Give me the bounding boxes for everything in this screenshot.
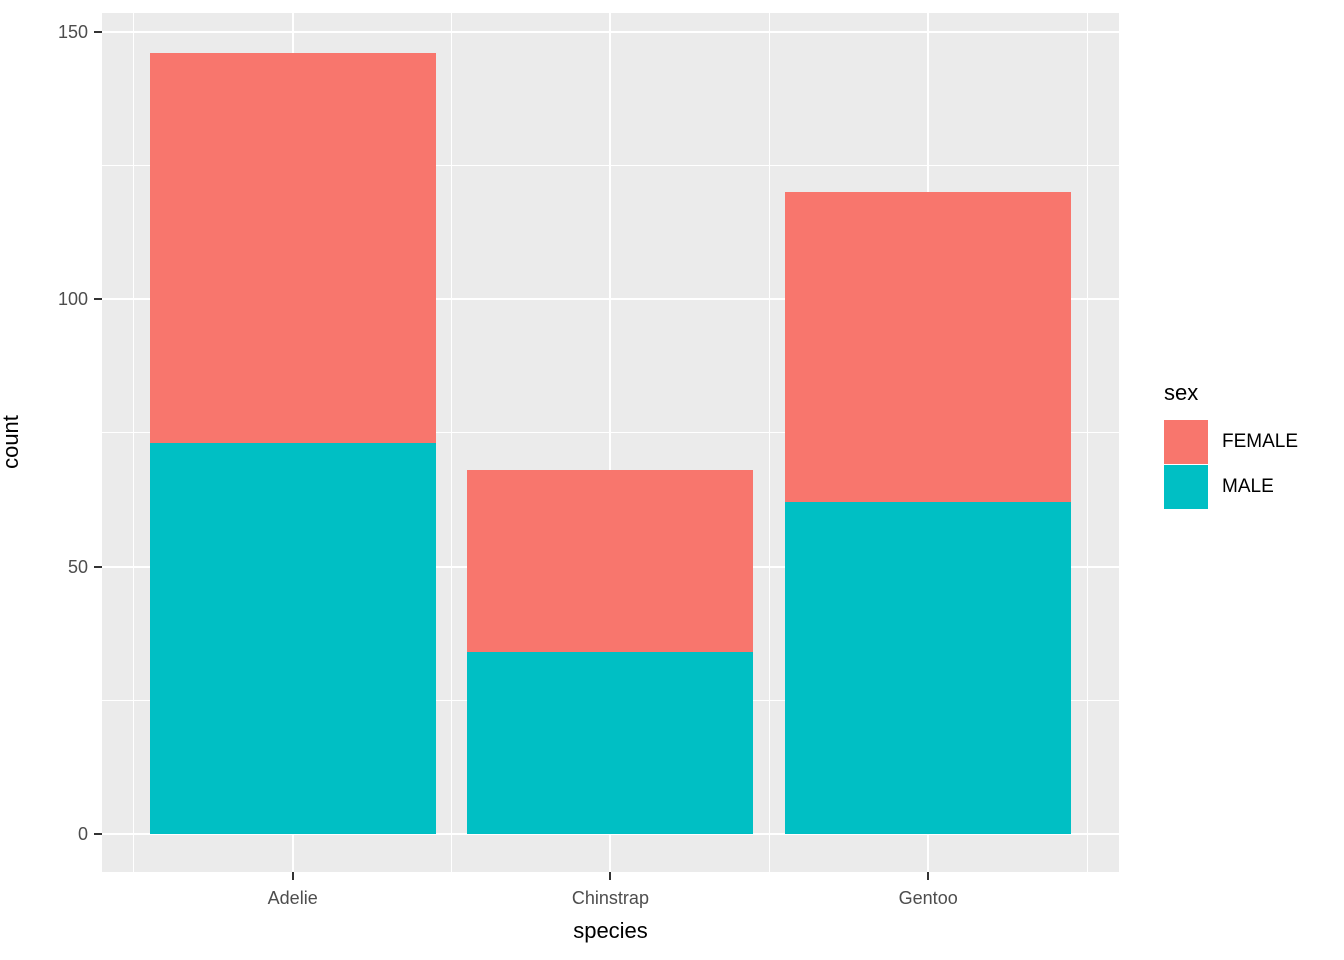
legend-entries: FEMALE MALE bbox=[1164, 420, 1298, 509]
x-tick-mark bbox=[609, 872, 612, 880]
y-tick-mark bbox=[94, 565, 102, 568]
x-tick-label-chinstrap: Chinstrap bbox=[571, 888, 649, 908]
x-tick-label-adelie: Adelie bbox=[267, 888, 318, 908]
legend-swatch-male bbox=[1164, 465, 1208, 509]
x-tick-label-gentoo: Gentoo bbox=[898, 888, 958, 908]
y-tick-label: 100 bbox=[57, 289, 88, 309]
major-gridline-vertical bbox=[609, 13, 612, 872]
y-axis-title: count bbox=[0, 415, 23, 469]
y-tick-label: 50 bbox=[67, 556, 88, 577]
legend-entry-male: MALE bbox=[1164, 465, 1298, 509]
minor-gridline-vertical bbox=[133, 13, 135, 872]
x-tick-mark bbox=[291, 872, 294, 880]
y-tick-label: 0 bbox=[77, 824, 88, 844]
bar-adelie-male bbox=[149, 443, 436, 834]
minor-gridline-vertical bbox=[451, 13, 453, 872]
x-tick-mark bbox=[927, 872, 930, 880]
legend-entry-female: FEMALE bbox=[1164, 420, 1298, 464]
y-tick-label: 150 bbox=[57, 21, 88, 42]
legend-label: MALE bbox=[1222, 476, 1274, 497]
bar-gentoo-male bbox=[785, 502, 1072, 834]
minor-gridline-vertical bbox=[768, 13, 770, 872]
legend: sex FEMALE MALE bbox=[1164, 380, 1298, 510]
y-tick-mark bbox=[94, 298, 102, 300]
y-tick-mark bbox=[94, 833, 102, 835]
x-axis-title: species bbox=[573, 918, 648, 943]
minor-gridline-vertical bbox=[1086, 13, 1088, 872]
legend-label: FEMALE bbox=[1222, 431, 1299, 452]
bar-gentoo-female bbox=[785, 192, 1072, 503]
bar-adelie-female bbox=[149, 52, 436, 444]
legend-swatch-female bbox=[1164, 420, 1208, 464]
bar-chinstrap-female bbox=[467, 470, 754, 653]
legend-title: sex bbox=[1164, 380, 1199, 405]
y-tick-mark bbox=[94, 30, 102, 33]
bar-chinstrap-male bbox=[467, 652, 754, 834]
